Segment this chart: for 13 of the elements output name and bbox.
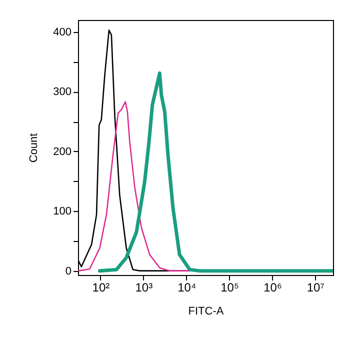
x-tick-label: 10⁵ bbox=[220, 280, 239, 294]
y-axis-title: Count bbox=[28, 133, 40, 163]
y-tick-label: 0 bbox=[65, 265, 72, 278]
y-tick-label: 400 bbox=[53, 26, 72, 38]
x-tick-label: 10⁶ bbox=[264, 280, 282, 294]
y-tick-label: 100 bbox=[53, 206, 72, 218]
x-tick-label: 10³ bbox=[135, 280, 153, 294]
y-tick-label: 200 bbox=[53, 146, 72, 158]
x-tick-label: 10⁴ bbox=[178, 280, 196, 294]
y-tick-label: 300 bbox=[53, 86, 72, 98]
x-tick-label: 10⁷ bbox=[306, 280, 325, 294]
x-axis-title: FITC-A bbox=[188, 306, 224, 318]
x-tick-label: 10² bbox=[92, 280, 110, 294]
